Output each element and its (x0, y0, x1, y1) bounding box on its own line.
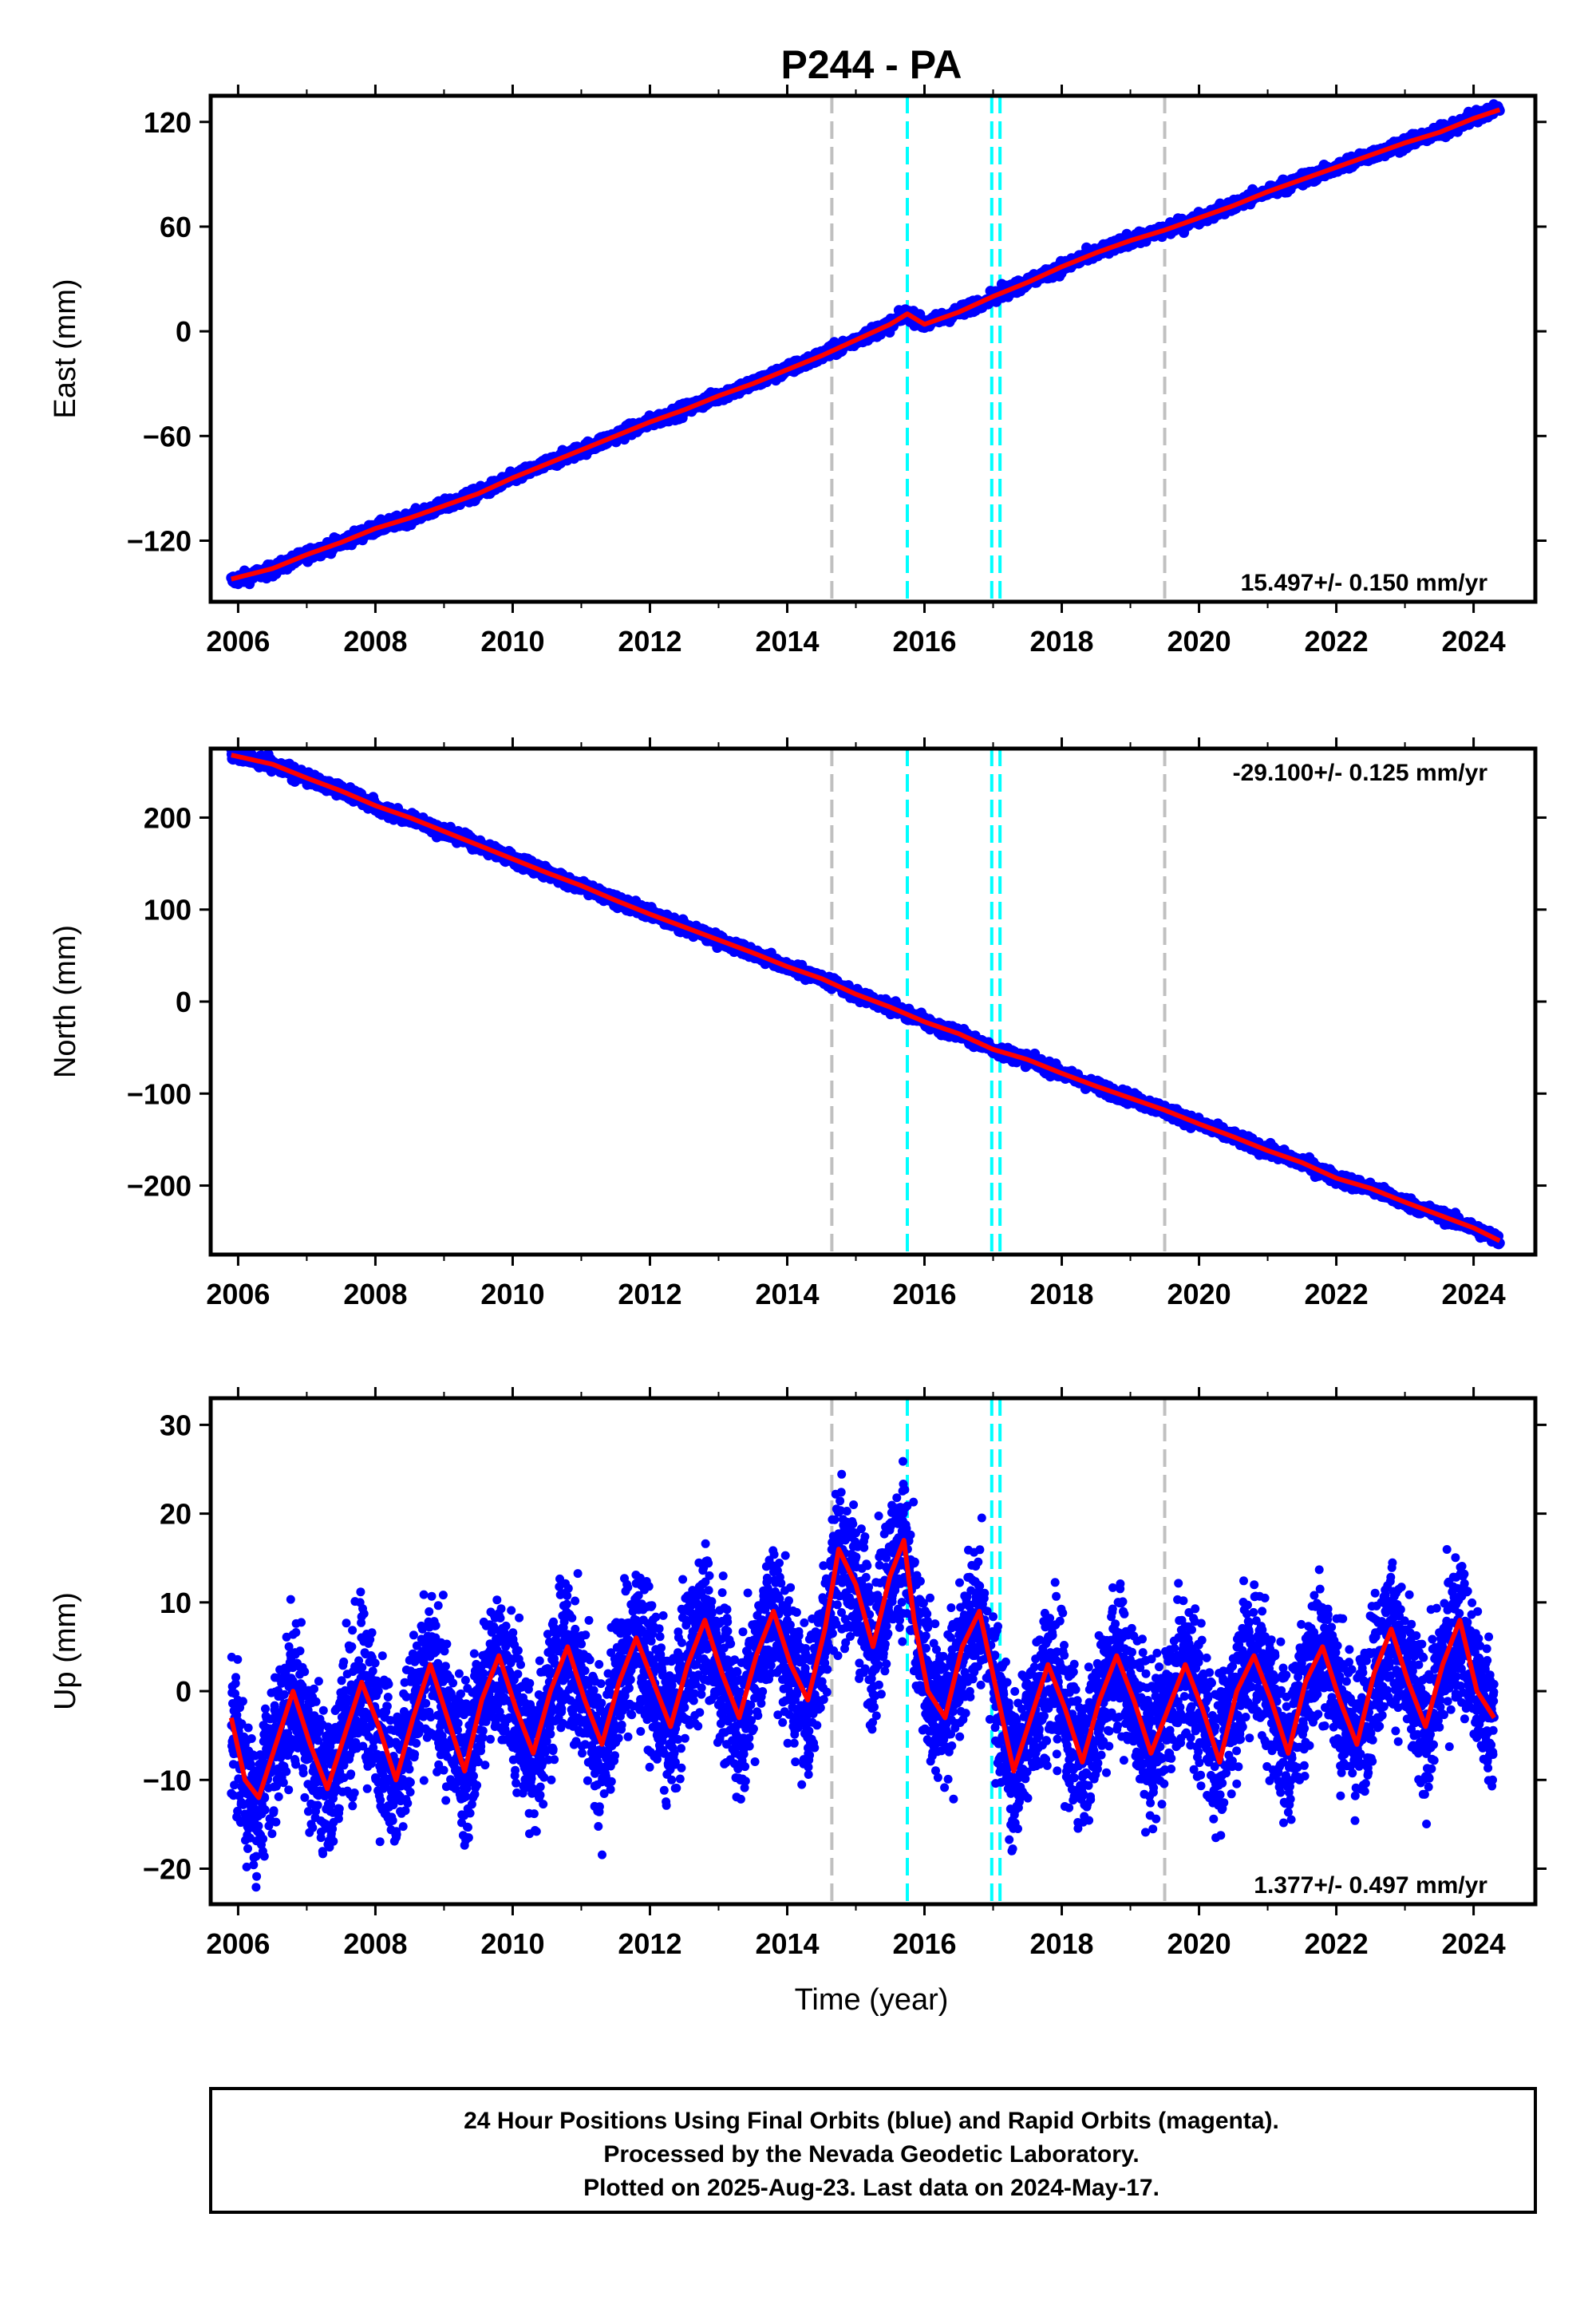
x-tick-label: 2018 (1029, 625, 1093, 658)
y-tick-label: 0 (176, 315, 192, 348)
y-tick-label: 100 (144, 894, 192, 927)
chart-title: P244 - PA (781, 42, 962, 87)
panel-1: 2006 2008 2010 2012 2014 2016 2018 2020 2022 2024… (49, 737, 1547, 1310)
y-tick-label: 60 (160, 211, 192, 243)
footer-line-2: Processed by the Nevada Geodetic Laborat… (603, 2141, 1139, 2168)
footer-line-3: Plotted on 2025-Aug-23. Last data on 202… (583, 2175, 1159, 2201)
x-tick-label: 2022 (1305, 625, 1369, 658)
x-tick-label: 2010 (480, 1278, 544, 1310)
x-tick-label: 2024 (1442, 1278, 1506, 1310)
series-group (226, 99, 1505, 590)
x-axis-label: Time (year) (795, 1983, 949, 2017)
y-tick-label: −120 (127, 524, 192, 557)
y-tick-label: 0 (176, 986, 192, 1018)
x-tick-label: 2016 (892, 1278, 956, 1310)
x-tick-label: 2012 (618, 1278, 681, 1310)
x-tick-label: 2012 (618, 625, 681, 658)
x-tick-label: 2006 (206, 1278, 270, 1310)
y-tick-label: 200 (144, 801, 192, 834)
y-tick-label: −60 (143, 420, 192, 453)
y-tick-label: −200 (127, 1170, 192, 1203)
y-axis-label: East (mm) (49, 279, 82, 418)
x-tick-label: 2008 (343, 625, 407, 658)
x-tick-label: 2008 (343, 1278, 407, 1310)
panel-0: 2006 2008 2010 2012 2014 2016 2018 2020 2022 2024… (49, 85, 1547, 658)
x-tick-label: 2022 (1305, 1278, 1369, 1310)
footer-line-1: 24 Hour Positions Using Final Orbits (bl… (464, 2108, 1279, 2134)
x-tick-label: 2006 (206, 625, 270, 658)
x-tick-label: 2014 (755, 625, 819, 658)
x-tick-label: 2014 (755, 1278, 819, 1310)
x-tick-label: 2020 (1167, 625, 1231, 658)
x-tick-label: 2018 (1029, 1278, 1093, 1310)
panels: 2006 2008 2010 2012 2014 2016 2018 2020 2022 2024… (49, 85, 1547, 1960)
footer-box: 24 Hour Positions Using Final Orbits (bl… (209, 2087, 1537, 2214)
y-axis-label: North (mm) (49, 925, 82, 1078)
x-tick-label: 2024 (1442, 625, 1506, 658)
y-tick-label: −100 (127, 1077, 192, 1110)
y-tick-label: 120 (144, 106, 192, 139)
x-tick-label: 2020 (1167, 1278, 1231, 1310)
x-tick-label: 2016 (892, 625, 956, 658)
velocity-rate-label: 15.497+/- 0.150 mm/yr (1241, 570, 1488, 596)
x-tick-label: 2010 (480, 625, 544, 658)
